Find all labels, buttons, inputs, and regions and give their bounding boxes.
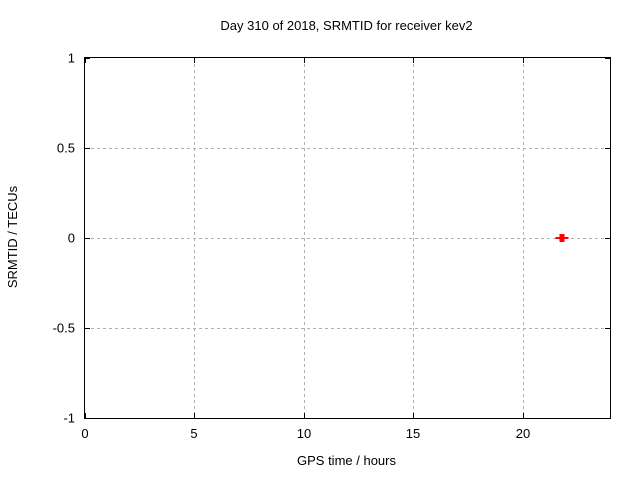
x-axis-label: GPS time / hours <box>297 453 396 468</box>
x-tick-label: 0 <box>81 426 89 441</box>
y-tick-mark <box>85 418 90 419</box>
y-tick-label: -1 <box>63 410 75 426</box>
x-tick-label: 20 <box>515 426 531 441</box>
y-tick-label: 0.5 <box>56 140 75 156</box>
x-tick-label: 10 <box>296 426 312 441</box>
y-tick-mark <box>85 148 90 149</box>
gridline-horizontal <box>85 238 610 239</box>
x-tick-label: 15 <box>405 426 421 441</box>
x-tick-mark <box>194 413 195 418</box>
x-tick-label: 5 <box>190 426 198 441</box>
plot-area: 0 5 10 15 20 -1 -0.5 0 0.5 1 <box>53 51 611 441</box>
x-tick-mark-mirror <box>304 58 305 63</box>
gridline-horizontal <box>85 148 610 149</box>
x-tick-mark <box>413 413 414 418</box>
y-tick-label: -0.5 <box>52 320 75 336</box>
x-tick-mark-mirror <box>523 58 524 63</box>
x-tick-mark <box>304 413 305 418</box>
x-tick-mark <box>85 413 86 418</box>
y-tick-mark-mirror <box>605 58 610 59</box>
y-tick-mark-mirror <box>605 418 610 419</box>
x-tick-mark-mirror <box>85 58 86 63</box>
data-point-marker <box>555 234 569 242</box>
y-tick-mark <box>85 58 90 59</box>
x-tick-mark-mirror <box>413 58 414 63</box>
x-tick-mark-mirror <box>194 58 195 63</box>
marker-center <box>559 234 565 242</box>
x-tick-mark <box>523 413 524 418</box>
y-tick-mark-mirror <box>605 238 610 239</box>
y-tick-mark-mirror <box>605 328 610 329</box>
y-tick-mark-mirror <box>605 148 610 149</box>
chart-title: Day 310 of 2018, SRMTID for receiver kev… <box>220 18 473 33</box>
y-tick-mark <box>85 238 90 239</box>
y-tick-mark <box>85 328 90 329</box>
gridline-horizontal <box>85 328 610 329</box>
y-tick-label: 0 <box>67 230 75 246</box>
y-tick-label: 1 <box>67 50 75 66</box>
